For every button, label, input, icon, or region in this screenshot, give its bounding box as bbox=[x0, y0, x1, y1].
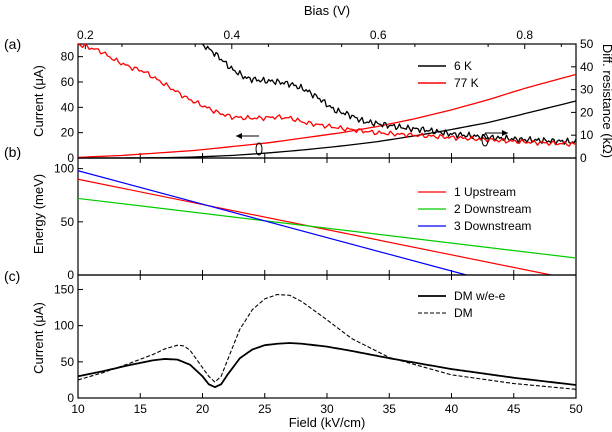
panel-b-ytick-label-2: 100 bbox=[54, 162, 74, 176]
panel-a-ytick-right-label-4: 40 bbox=[580, 60, 594, 74]
panel-c-ytick-label-3: 150 bbox=[54, 282, 74, 296]
panel-c: (c) Current (μA) Field (kV/cm) 050100150… bbox=[4, 268, 583, 430]
panel-a-xtick-top-label-0: 0.2 bbox=[77, 28, 94, 42]
panel-c-series-0 bbox=[77, 342, 577, 389]
left-axis-indicator-oval bbox=[255, 142, 263, 156]
panel-a-ylabel-right: Diff. resistance (kΩ) bbox=[600, 44, 612, 158]
panel-a-legend-label-1: 77 K bbox=[454, 76, 479, 90]
panel-a-label: (a) bbox=[4, 36, 21, 52]
panel-c-xtick-label-1: 15 bbox=[134, 402, 148, 416]
panel-a-series-1-current bbox=[77, 73, 577, 159]
panel-c-xtick-label-4: 30 bbox=[320, 402, 334, 416]
panel-c-ytick-label-1: 50 bbox=[61, 355, 75, 369]
panel-a-ytick-label-2: 40 bbox=[61, 100, 75, 114]
panel-c-ylabel: Current (μA) bbox=[31, 302, 46, 374]
panel-b-legend-label-1: 2 Downstream bbox=[454, 202, 531, 216]
panel-c-xtick-label-7: 45 bbox=[507, 402, 521, 416]
panel-a-top-xlabel: Bias (V) bbox=[304, 3, 350, 18]
panel-a-series-0-current bbox=[78, 100, 577, 159]
panel-a-ytick-right-label-0: 0 bbox=[580, 151, 587, 165]
panel-c-legend-label-0: DM w/e-e bbox=[454, 289, 506, 303]
panel-a-series-2-resistance bbox=[201, 43, 577, 146]
panel-c-label: (c) bbox=[4, 268, 20, 284]
panel-a-xtick-top-label-1: 0.4 bbox=[223, 28, 240, 42]
panel-c-ytick-label-0: 0 bbox=[67, 391, 74, 405]
panel-a-ytick-right-label-1: 10 bbox=[580, 128, 594, 142]
panel-b-series-1 bbox=[77, 197, 577, 259]
panel-c-xtick-label-8: 50 bbox=[569, 402, 583, 416]
panel-a-ytick-label-0: 0 bbox=[67, 151, 74, 165]
panel-c-xtick-label-0: 10 bbox=[71, 402, 85, 416]
panel-a-ytick-label-3: 60 bbox=[61, 75, 75, 89]
panel-b-ylabel: Energy (meV) bbox=[31, 174, 46, 254]
panel-b-ytick-label-0: 0 bbox=[67, 268, 74, 282]
panel-a-legend-label-0: 6 K bbox=[454, 59, 472, 73]
panel-b: (b) Energy (meV) 0 50 100 1 Upstream 2 Downs… bbox=[4, 144, 577, 282]
panel-a-ytick-label-4: 80 bbox=[61, 50, 75, 64]
panel-c-ytick-label-2: 100 bbox=[54, 319, 74, 333]
panel-a-ytick-label-1: 20 bbox=[61, 126, 75, 140]
panel-c-xtick-label-2: 20 bbox=[196, 402, 210, 416]
panel-a-ytick-right-label-3: 30 bbox=[580, 83, 594, 97]
panel-b-legend-label-0: 1 Upstream bbox=[454, 185, 516, 199]
panel-c-legend-label-1: DM bbox=[454, 306, 473, 320]
panel-a-xtick-top-label-2: 0.6 bbox=[370, 28, 387, 42]
left-axis-arrowhead bbox=[236, 133, 242, 139]
right-axis-arrowhead bbox=[502, 130, 508, 136]
panel-b-label: (b) bbox=[4, 144, 21, 160]
panel-b-legend-label-2: 3 Downstream bbox=[454, 219, 531, 233]
panel-a-frame bbox=[77, 43, 577, 159]
panel-c-xlabel: Field (kV/cm) bbox=[289, 415, 366, 430]
panel-a-ytick-right-label-5: 50 bbox=[580, 37, 594, 51]
panel-c-xtick-label-5: 35 bbox=[383, 402, 397, 416]
panel-b-series-2 bbox=[77, 170, 467, 276]
panel-a-ytick-right-label-2: 20 bbox=[580, 105, 594, 119]
panel-a-series-3-resistance bbox=[77, 43, 577, 147]
panel-a-ylabel: Current (μA) bbox=[31, 65, 46, 137]
panel-b-ytick-label-1: 50 bbox=[61, 215, 75, 229]
right-axis-indicator-oval bbox=[481, 133, 489, 147]
panel-b-frame bbox=[77, 157, 577, 276]
panel-a-xtick-top-label-3: 0.8 bbox=[516, 28, 533, 42]
panel-c-xtick-label-6: 40 bbox=[445, 402, 459, 416]
panel-c-xtick-label-3: 25 bbox=[258, 402, 272, 416]
panel-a: (a) Bias (V) Current (μA) Diff. resistan… bbox=[4, 3, 612, 165]
